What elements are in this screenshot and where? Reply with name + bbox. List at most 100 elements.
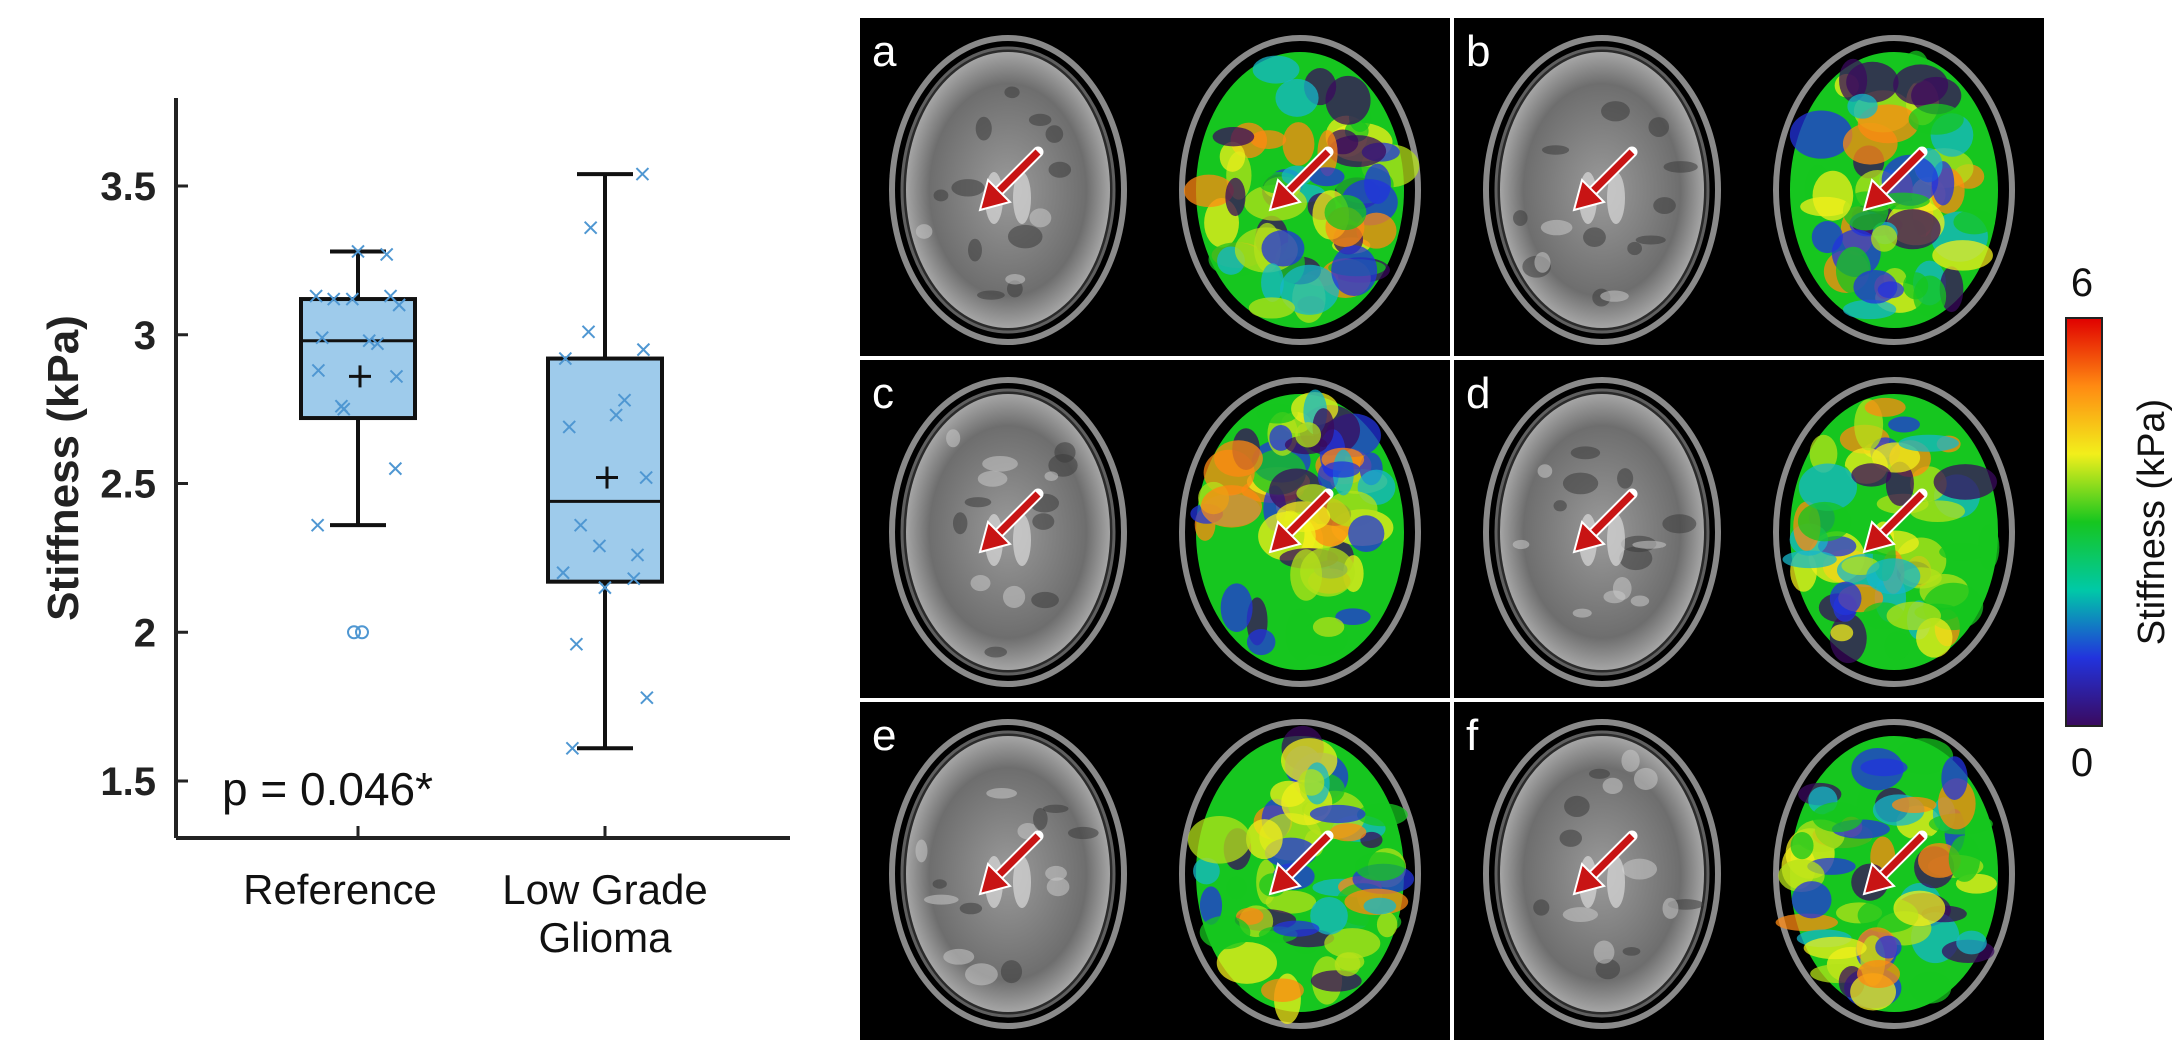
stiffness-patch xyxy=(1809,434,1838,473)
stiffness-patch xyxy=(1324,928,1381,959)
outlier-point xyxy=(347,625,361,640)
colorbar-max-label: 6 xyxy=(2071,261,2093,305)
stiffness-patch xyxy=(1356,803,1408,827)
data-point xyxy=(311,363,326,378)
y-axis-label: Stiffness (kPa) xyxy=(39,315,88,621)
stiffness-patch xyxy=(1199,886,1223,925)
brain-fold xyxy=(1054,442,1076,463)
red-arrow-icon xyxy=(1572,178,1606,212)
brain-fold xyxy=(1601,101,1630,122)
skull-ring xyxy=(1483,377,1721,687)
stiffness-patch xyxy=(1265,890,1317,914)
data-point xyxy=(351,244,365,259)
stiffness-patch xyxy=(1909,971,1952,1004)
stiffness-patch xyxy=(1948,835,1981,882)
brain-fold xyxy=(952,512,968,535)
skull-ring xyxy=(889,719,1127,1029)
stiffness-patch xyxy=(1236,907,1264,925)
data-point xyxy=(556,566,570,580)
stiffness-patch xyxy=(1261,263,1284,303)
data-point xyxy=(598,580,612,595)
brain-fold xyxy=(1540,219,1573,236)
stiffness-patch xyxy=(1939,542,1987,561)
skull-ring xyxy=(1179,35,1421,345)
red-arrow-icon xyxy=(1572,862,1606,896)
panel-b: b xyxy=(1454,18,2044,356)
data-point xyxy=(583,220,598,235)
stiffness-patch xyxy=(1335,608,1371,626)
stiffness-patch xyxy=(1803,936,1867,960)
mri-panel-grid: a b c d e f xyxy=(860,18,2050,1042)
box-plot: 1.5 2 2.5 3 3.5 Stiffness (kPa) Reference Low G… xyxy=(39,98,790,961)
red-arrow-icon xyxy=(1862,178,1896,212)
stiffness-patch xyxy=(1246,819,1283,860)
stiffness-patch xyxy=(1851,463,1892,487)
iqr-box xyxy=(299,297,417,421)
brain-fold xyxy=(1612,577,1632,601)
stiffness-patch xyxy=(1183,174,1234,208)
data-point xyxy=(379,247,394,262)
stiffness-patch xyxy=(1187,815,1251,864)
stiffness-patch xyxy=(1275,78,1319,117)
stiffness-patch xyxy=(1913,275,1947,317)
brain-fold xyxy=(1593,940,1615,964)
stiffness-patch xyxy=(1261,230,1305,267)
data-point xyxy=(315,331,329,345)
stiffness-patch xyxy=(1893,890,1946,927)
red-arrow-icon xyxy=(1862,520,1896,554)
stiffness-patch xyxy=(1226,876,1247,900)
brain-fold xyxy=(1627,241,1642,256)
brain-fold xyxy=(1595,958,1621,980)
stiffness-patch xyxy=(1846,61,1899,103)
skull-ring xyxy=(1773,719,2015,1029)
brain-fold xyxy=(968,238,982,262)
data-point xyxy=(581,325,596,339)
red-arrow-icon xyxy=(1268,862,1302,896)
brain-fold xyxy=(1541,145,1570,155)
stiffness-patch xyxy=(1282,122,1315,166)
red-arrow-icon xyxy=(1268,520,1302,554)
iqr-box xyxy=(546,356,664,584)
colorbar-min-label: 0 xyxy=(2071,741,2093,785)
skull-ring xyxy=(1773,35,2015,345)
brain-fold xyxy=(1621,749,1640,772)
stiffness-patch xyxy=(1248,297,1295,319)
brain-fold xyxy=(1570,446,1601,460)
stiffness-patch xyxy=(1220,583,1253,633)
panel-label: f xyxy=(1466,711,1479,760)
stiffness-patch xyxy=(1812,802,1863,833)
data-point xyxy=(630,548,645,562)
colorbar-label: Stiffness (kPa) xyxy=(2131,399,2173,645)
x-tick-label: Reference xyxy=(243,866,437,913)
panel-label: a xyxy=(872,27,897,76)
stiffness-patch xyxy=(1933,464,1997,500)
stiffness-patch xyxy=(1355,852,1406,881)
stiffness-patch xyxy=(1791,881,1832,919)
data-point xyxy=(345,292,360,306)
brain-fold xyxy=(1564,795,1590,818)
red-arrow-icon xyxy=(978,862,1012,896)
stiffness-patch xyxy=(1884,631,1911,661)
brain-fold xyxy=(1032,513,1055,530)
brain-fold xyxy=(1045,865,1067,881)
stiffness-patch xyxy=(1884,209,1941,250)
brain-fold xyxy=(1031,591,1059,609)
brain-fold xyxy=(977,290,1005,300)
skull-ring xyxy=(1483,35,1721,345)
stiffness-patch xyxy=(1360,831,1383,848)
stiffness-patch xyxy=(1932,240,1993,271)
stiffness-patch xyxy=(1871,442,1921,473)
stiffness-patch xyxy=(1225,177,1246,217)
red-arrow-icon xyxy=(978,178,1012,212)
brain-tissue xyxy=(906,394,1110,670)
data-point xyxy=(562,420,576,434)
stiffness-patch xyxy=(1336,952,1365,971)
brain-fold xyxy=(1534,252,1551,273)
brain-fold xyxy=(1572,608,1592,618)
brain-fold xyxy=(1602,777,1623,795)
ventricle xyxy=(1013,172,1031,224)
brain-fold xyxy=(1000,960,1023,984)
stiffness-patch xyxy=(1941,756,1968,800)
brain-fold xyxy=(1044,471,1059,481)
brain-fold xyxy=(1583,227,1606,248)
